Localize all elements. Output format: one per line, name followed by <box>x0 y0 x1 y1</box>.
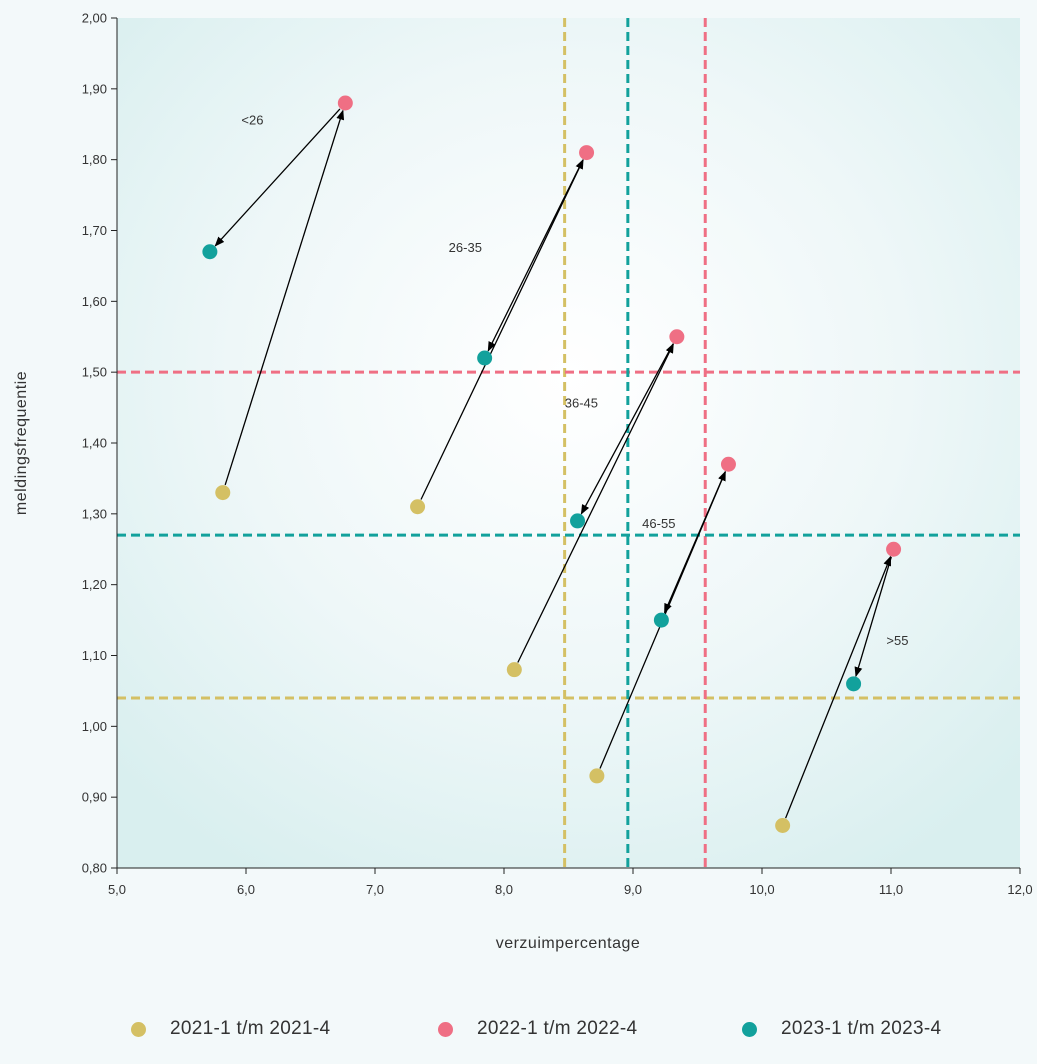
group-labels: <26 26-35 36-45 46-55 >55 <box>241 112 908 648</box>
data-point-s2-4 <box>846 676 862 692</box>
trend-arrow-0-a <box>224 109 345 486</box>
trend-arrow-2-b <box>580 343 674 515</box>
data-point-s1-2 <box>669 329 685 345</box>
data-point-s2-3 <box>653 612 669 628</box>
data-points <box>202 95 902 833</box>
legend-item-2023[interactable]: 2023-1 t/m 2023-4 <box>742 1018 941 1040</box>
y-tick-label-4: 1,20 <box>82 577 107 592</box>
x-axis-ticks: 5,0 6,0 7,0 8,0 9,0 10,0 11,0 12,0 <box>108 868 1033 897</box>
legend-item-2021[interactable]: 2021-1 t/m 2021-4 <box>131 1018 330 1040</box>
data-point-s1-0 <box>337 95 353 111</box>
group-label-2: 36-45 <box>565 396 598 411</box>
x-tick-label-1: 6,0 <box>237 882 255 897</box>
trend-arrow-2-a <box>517 343 674 663</box>
reference-lines <box>117 18 1020 868</box>
y-tick-label-10: 1,80 <box>82 152 107 167</box>
scatter-chart: <26 26-35 36-45 46-55 >55 5,0 6,0 7,0 8,0 9,0 10,… <box>13 11 1033 953</box>
x-tick-label-3: 8,0 <box>495 882 513 897</box>
y-tick-label-12: 2,00 <box>82 11 107 26</box>
x-tick-label-5: 10,0 <box>749 882 774 897</box>
trend-arrow-4-a <box>785 555 892 819</box>
legend: 2021-1 t/m 2021-4 2022-1 t/m 2022-4 2023… <box>0 1018 1037 1048</box>
plot-area <box>117 18 1020 868</box>
data-point-s0-3 <box>589 768 605 784</box>
legend-label-2021: 2021-1 t/m 2021-4 <box>170 1018 331 1039</box>
y-tick-label-3: 1,10 <box>82 648 107 663</box>
data-point-s1-4 <box>886 541 902 557</box>
trend-arrow-4-b <box>854 556 892 678</box>
x-tick-label-0: 5,0 <box>108 882 126 897</box>
y-tick-label-11: 1,90 <box>82 81 107 96</box>
y-axis-title: meldingsfrequentie <box>13 371 30 515</box>
group-label-0: <26 <box>241 112 263 127</box>
data-point-s0-1 <box>410 499 426 515</box>
legend-dot-2023 <box>742 1021 757 1037</box>
trend-arrow-3-b <box>663 471 726 614</box>
legend-item-2022[interactable]: 2022-1 t/m 2022-4 <box>438 1018 637 1040</box>
legend-label-2023: 2023-1 t/m 2023-4 <box>781 1018 942 1039</box>
data-point-s2-2 <box>570 513 586 529</box>
group-label-3: 46-55 <box>642 516 675 531</box>
legend-label-2022: 2022-1 t/m 2022-4 <box>477 1018 638 1039</box>
legend-dot-2021 <box>131 1021 146 1037</box>
trend-arrow-1-b <box>487 159 584 352</box>
data-point-s1-1 <box>579 145 595 161</box>
x-tick-label-6: 11,0 <box>879 882 903 897</box>
y-tick-label-7: 1,50 <box>82 365 107 380</box>
x-tick-label-4: 9,0 <box>624 882 642 897</box>
y-tick-label-5: 1,30 <box>82 506 107 521</box>
y-tick-label-6: 1,40 <box>82 436 107 451</box>
x-axis-title: verzuimpercentage <box>496 935 641 952</box>
data-point-s0-4 <box>775 818 791 833</box>
data-point-s0-0 <box>215 485 231 501</box>
trend-arrows <box>214 108 892 819</box>
trend-arrow-1-a <box>420 158 584 500</box>
x-tick-label-2: 7,0 <box>366 882 384 897</box>
trend-arrow-0-b <box>214 108 341 247</box>
y-tick-label-1: 0,90 <box>82 790 107 805</box>
group-label-1: 26-35 <box>449 240 482 255</box>
x-tick-label-7: 12,0 <box>1007 882 1032 897</box>
data-point-s1-3 <box>720 456 736 472</box>
y-tick-label-0: 0,80 <box>82 861 107 876</box>
y-axis-ticks: 0,80 0,90 1,00 1,10 1,20 1,30 1,40 1,50 1,60 1,70… <box>82 11 117 876</box>
y-tick-label-9: 1,70 <box>82 223 107 238</box>
data-point-s2-0 <box>202 244 218 260</box>
data-point-s2-1 <box>477 350 493 366</box>
y-tick-label-2: 1,00 <box>82 719 107 734</box>
group-label-4: >55 <box>886 633 908 648</box>
data-point-s0-2 <box>506 662 522 678</box>
y-tick-label-8: 1,60 <box>82 294 107 309</box>
legend-dot-2022 <box>438 1021 453 1037</box>
